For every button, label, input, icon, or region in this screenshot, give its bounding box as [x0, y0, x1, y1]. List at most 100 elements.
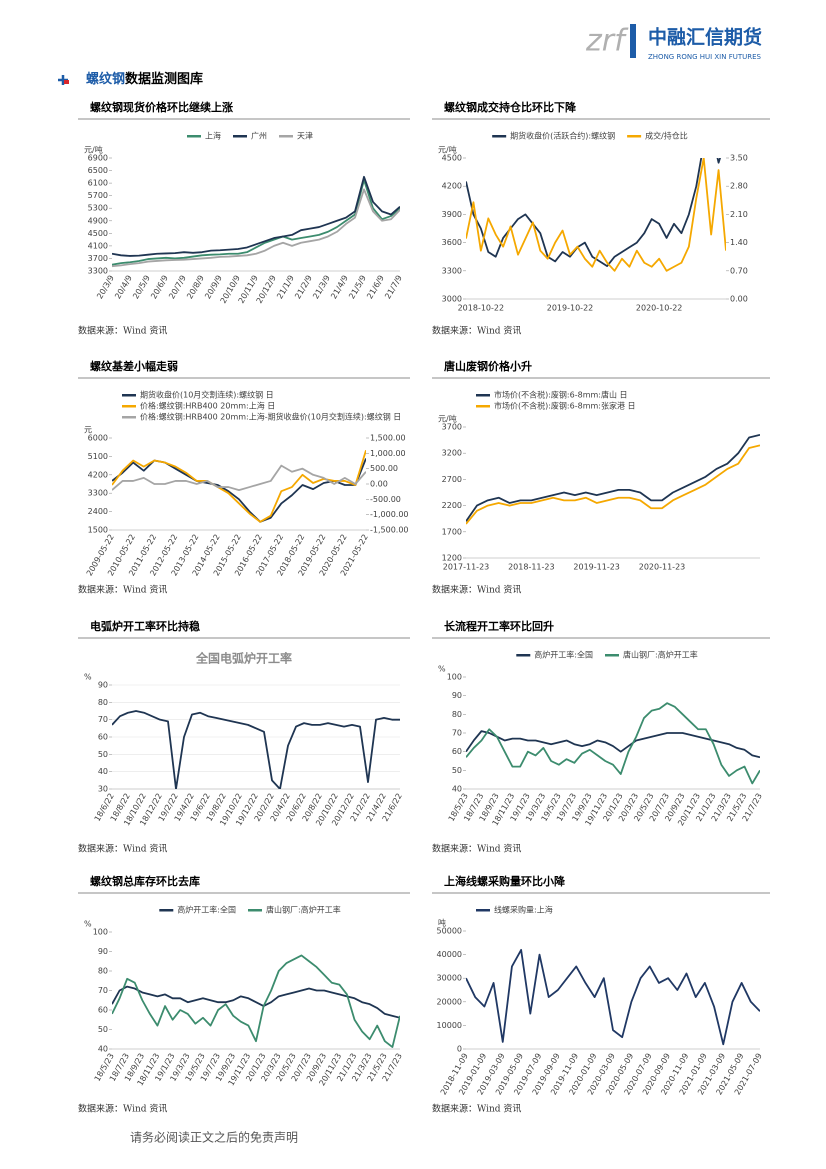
source-note: 数据来源：Wind 资讯	[432, 843, 521, 855]
legend-swatch	[476, 394, 490, 397]
x-tick-label: 21/7/9	[383, 274, 404, 301]
section-icon-dot	[64, 80, 69, 84]
y2-tick-label: 1,000.00	[370, 449, 406, 458]
legend-swatch	[159, 909, 174, 912]
y2-tick-label: 0.00	[730, 295, 748, 304]
series-line	[112, 179, 400, 266]
legend-label: 期货收盘价(10月交割连续):螺纹钢 日	[140, 390, 274, 400]
y-tick-label: 2200	[442, 501, 462, 510]
y-tick-label: 4500	[88, 229, 108, 238]
y-tick-label: 3000	[442, 295, 462, 304]
source-note: 数据来源：Wind 资讯	[78, 1103, 167, 1115]
series-line	[466, 158, 721, 267]
legend-label: 唐山钢厂:高炉开工率	[266, 905, 341, 915]
panel-heading: 唐山废钢价格小升	[444, 359, 532, 373]
y-axis-unit: 元/吨	[438, 145, 457, 155]
y-tick-label: 1500	[88, 526, 108, 535]
section-title-rest: 数据监测图库	[125, 71, 203, 87]
y-tick-label: 2400	[88, 507, 108, 516]
series-line	[112, 464, 366, 492]
y-tick-label: 60	[98, 733, 108, 742]
y-tick-label: 4200	[442, 182, 462, 191]
y-tick-label: 90	[98, 947, 108, 956]
y-tick-label: 4900	[88, 216, 108, 225]
y-tick-label: 3300	[442, 266, 462, 275]
legend-label: 价格:螺纹钢:HRB400 20mm:上海-期货收盘价(10月交割连续):螺纹钢…	[140, 412, 401, 422]
panel-heading: 长流程开工率环比回升	[444, 619, 554, 633]
y2-tick-label: -1,500.00	[370, 526, 409, 535]
y-tick-label: 5700	[88, 191, 108, 200]
y-tick-label: 40	[98, 1045, 108, 1054]
panel-heading: 螺纹基差小幅走弱	[90, 359, 178, 373]
y-tick-label: 30000	[437, 974, 462, 983]
company-name: 中融汇信期货	[648, 26, 762, 49]
series-line	[466, 433, 760, 522]
y-tick-label: 80	[98, 967, 108, 976]
legend-label: 线螺采购量:上海	[494, 905, 553, 915]
y-tick-label: 6000	[88, 434, 108, 443]
series-line	[112, 188, 400, 268]
source-note: 数据来源：Wind 资讯	[432, 325, 521, 337]
y-axis-unit: 元/吨	[84, 145, 103, 155]
y-tick-label: 100	[93, 928, 108, 937]
y-tick-label: 1700	[442, 527, 462, 536]
legend-label: 高炉开工率:全国	[177, 905, 236, 915]
y2-tick-label: 3.50	[730, 154, 748, 163]
y-tick-label: 70	[452, 729, 462, 738]
series-line	[466, 948, 760, 1046]
legend-label: 成交/持仓比	[645, 131, 688, 141]
legend-label: 高炉开工率:全国	[534, 650, 593, 660]
y2-tick-label: 2.10	[730, 210, 748, 219]
y-tick-label: 50	[98, 750, 108, 759]
panel-heading: 电弧炉开工率环比持稳	[90, 619, 200, 633]
y-tick-label: 100	[447, 673, 462, 682]
y-tick-label: 0	[457, 1045, 462, 1054]
logo-bar	[630, 24, 636, 58]
legend-label: 市场价(不含税):废钢:6-8mm:张家港 日	[494, 401, 636, 411]
y-tick-label: 4200	[88, 470, 108, 479]
company-name-en: ZHONG RONG HUI XIN FUTURES	[648, 53, 762, 61]
y-tick-label: 70	[98, 986, 108, 995]
y-axis-unit: 吨	[438, 918, 446, 928]
source-note: 数据来源：Wind 资讯	[78, 584, 167, 596]
legend-swatch	[279, 135, 293, 138]
y2-tick-label: 1,500.00	[370, 434, 406, 443]
legend-swatch	[122, 416, 136, 419]
y2-tick-label: 1.40	[730, 238, 748, 247]
series-line	[466, 702, 760, 785]
y-tick-label: 40000	[437, 950, 462, 959]
y-axis-unit: %	[84, 673, 92, 682]
panel-heading: 螺纹钢现货价格环比继续上涨	[90, 100, 233, 114]
source-note: 数据来源：Wind 资讯	[432, 584, 521, 596]
legend-swatch	[627, 135, 642, 138]
y-tick-label: 70	[98, 715, 108, 724]
legend-label: 价格:螺纹钢:HRB400 20mm:上海 日	[140, 401, 275, 411]
y-tick-label: 4500	[442, 154, 462, 163]
legend-label: 市场价(不含税):废钢:6-8mm:唐山 日	[494, 390, 628, 400]
legend-label: 广州	[251, 131, 267, 141]
legend-swatch	[516, 654, 531, 657]
y-axis-unit: %	[438, 665, 446, 674]
legend-swatch	[492, 135, 507, 138]
series-line	[466, 444, 760, 525]
x-tick-label: 2018-11-23	[508, 563, 555, 572]
y-tick-label: 40	[98, 767, 108, 776]
y-tick-label: 80	[98, 698, 108, 707]
x-tick-label: 2020-10-22	[636, 304, 683, 313]
y-axis-unit: %	[84, 920, 92, 929]
y-axis-unit: 元	[84, 426, 92, 435]
section-title-highlight: 螺纹钢	[86, 71, 125, 87]
legend-label: 上海	[205, 131, 221, 141]
series-line	[112, 985, 400, 1019]
chart-inner-title: 全国电弧炉开工率	[195, 651, 292, 666]
y2-tick-label: 2.80	[730, 182, 748, 191]
panel-heading: 螺纹钢成交持仓比环比下降	[444, 100, 577, 114]
y-tick-label: 40	[452, 785, 462, 794]
section-title: 螺纹钢数据监测图库	[86, 71, 203, 87]
y-tick-label: 60	[98, 1006, 108, 1015]
y2-tick-label: 500.00	[370, 464, 398, 473]
